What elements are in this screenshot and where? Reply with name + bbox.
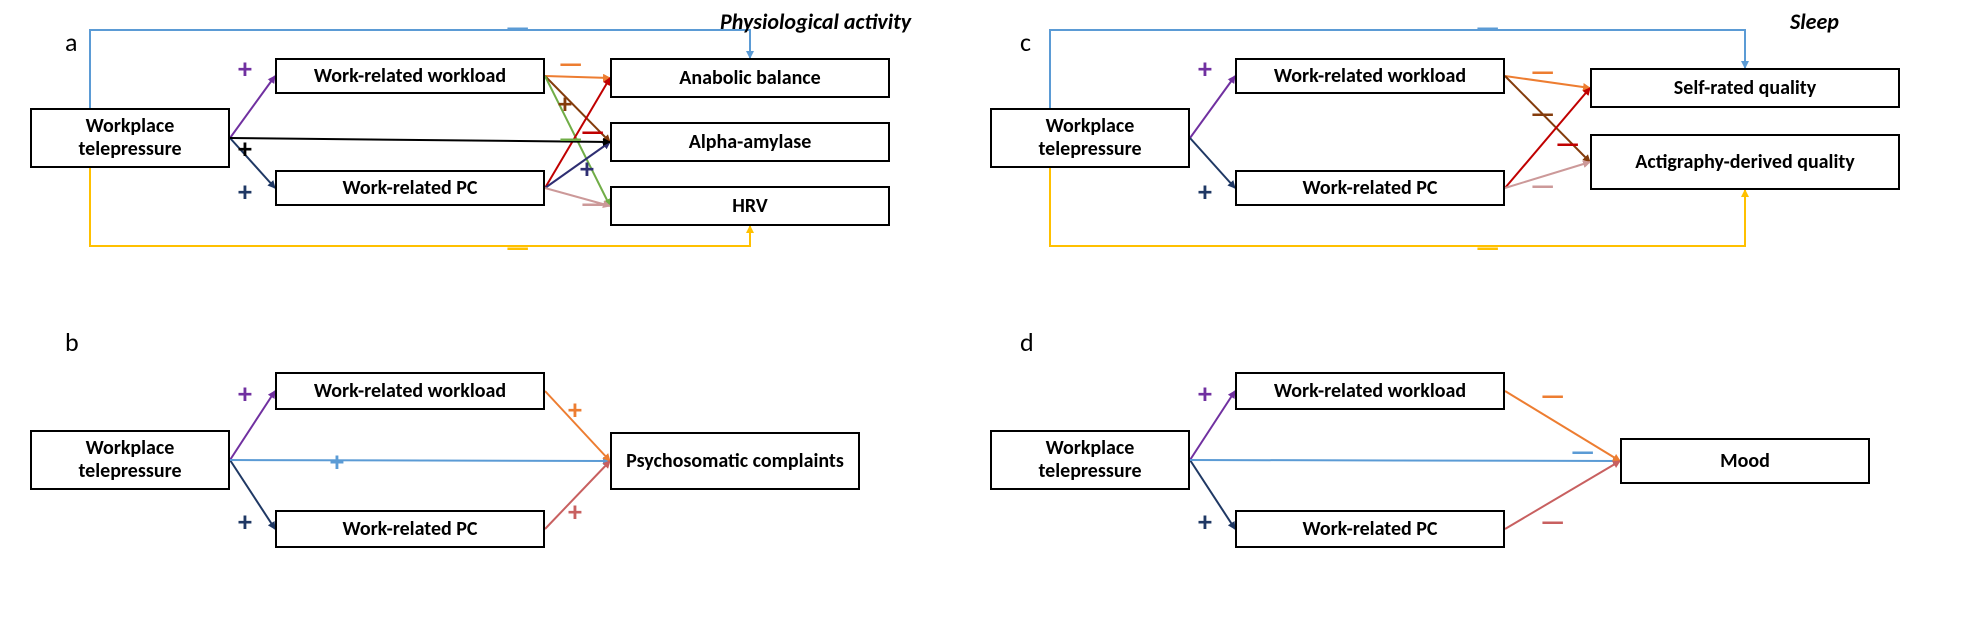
edge-sign: + <box>1198 178 1212 206</box>
node-b-source: Workplace telepressure <box>30 430 230 490</box>
edge-sign: — <box>1540 508 1565 536</box>
panel-label-d: d <box>1020 326 1034 358</box>
edge-sign: — <box>580 118 605 146</box>
edge-sign: — <box>1530 58 1555 86</box>
panel-heading-a: Physiological activity <box>720 8 911 35</box>
node-c-source: Workplace telepressure <box>990 108 1190 168</box>
node-c-o1: Self-rated quality <box>1590 68 1900 108</box>
edge-sign: + <box>330 448 344 476</box>
diagram-overlay: a Physiological activity Workplace telepre… <box>0 0 1961 618</box>
edge-sign: + <box>1198 508 1212 536</box>
edge-sign: — <box>1570 438 1595 466</box>
node-a-m1: Work-related workload <box>275 58 545 94</box>
panel-heading-c: Sleep <box>1790 8 1839 35</box>
node-b-m2: Work-related PC <box>275 510 545 548</box>
node-d-o1: Mood <box>1620 438 1870 484</box>
edge-sign: + <box>238 508 252 536</box>
node-c-o2: Actigraphy-derived quality <box>1590 134 1900 190</box>
edge-sign: + <box>568 498 582 526</box>
edge-sign: + <box>558 90 572 118</box>
node-a-o1: Anabolic balance <box>610 58 890 98</box>
edge-sign: + <box>238 55 252 83</box>
edge-sign: + <box>568 396 582 424</box>
edge-sign: — <box>580 190 605 218</box>
edge-sign: — <box>1530 172 1555 200</box>
edge-sign: + <box>238 380 252 408</box>
edge-sign: + <box>238 135 252 163</box>
edge-sign: — <box>505 234 530 262</box>
edge-sign: — <box>1530 100 1555 128</box>
node-a-o2: Alpha-amylase <box>610 122 890 162</box>
edge-sign: + <box>238 178 252 206</box>
node-d-m1: Work-related workload <box>1235 372 1505 410</box>
edge-sign: — <box>1540 382 1565 410</box>
edge-sign: + <box>1198 380 1212 408</box>
edge-sign: — <box>1475 234 1500 262</box>
node-d-source: Workplace telepressure <box>990 430 1190 490</box>
edge-sign: — <box>558 50 583 78</box>
edge-sign: — <box>1475 14 1500 42</box>
node-b-o1: Psychosomatic complaints <box>610 432 860 490</box>
edge-sign: — <box>505 14 530 42</box>
node-c-m1: Work-related workload <box>1235 58 1505 94</box>
panel-label-b: b <box>65 326 79 358</box>
edge-sign: + <box>580 155 594 183</box>
node-a-o3: HRV <box>610 186 890 226</box>
edge-sign: — <box>1555 130 1580 158</box>
node-c-m2: Work-related PC <box>1235 170 1505 206</box>
panel-label-c: c <box>1020 26 1031 58</box>
edge-sign: + <box>1198 55 1212 83</box>
node-b-m1: Work-related workload <box>275 372 545 410</box>
panel-label-a: a <box>65 26 77 58</box>
node-a-source: Workplace telepressure <box>30 108 230 168</box>
node-d-m2: Work-related PC <box>1235 510 1505 548</box>
node-a-m2: Work-related PC <box>275 170 545 206</box>
